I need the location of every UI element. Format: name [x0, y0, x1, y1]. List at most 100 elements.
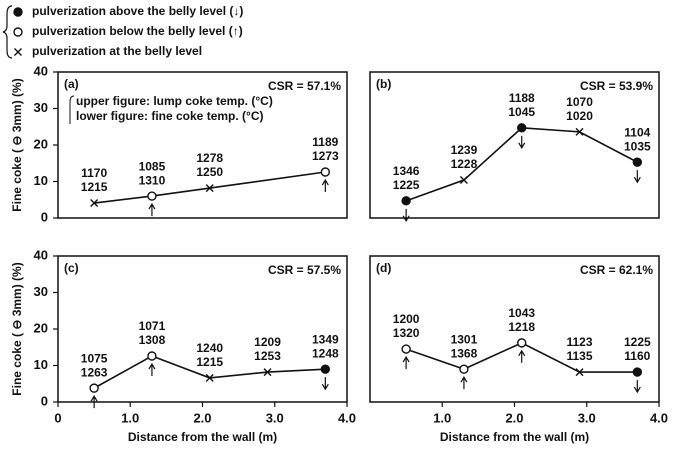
upper-temp: 1188 [509, 91, 535, 105]
y-tick-label: 40 [34, 63, 48, 78]
upper-temp: 1239 [451, 143, 478, 157]
x-tick-label: 2.0 [193, 410, 211, 425]
marker-open [147, 191, 157, 201]
upper-temp: 1278 [196, 151, 223, 165]
arrow-down [633, 380, 641, 394]
legend-brace [2, 5, 13, 59]
marker-cross [205, 373, 214, 382]
lower-temp: 1228 [451, 157, 478, 171]
y-tick-label: 20 [34, 320, 48, 335]
lower-temp: 1368 [451, 346, 478, 360]
legend-label: pulverization above the belly level (↓) [32, 4, 243, 18]
lower-temp: 1263 [81, 365, 108, 379]
arrow-up [148, 202, 156, 217]
csr-label: CSR = 53.9% [580, 79, 653, 93]
marker-filled [320, 364, 331, 374]
y-tick-label: 10 [34, 173, 48, 188]
marker-open [517, 338, 527, 348]
y-tick-label: 30 [34, 284, 48, 299]
lower-temp: 1215 [81, 180, 108, 194]
arrow-down [633, 170, 641, 184]
panel-label: (d) [376, 261, 391, 275]
marker-cross [263, 368, 272, 377]
marker-filled [632, 157, 643, 167]
y-axis-label: Fine coke ( ⊖ 3mm) (%) [10, 262, 24, 395]
upper-temp: 1189 [312, 135, 338, 149]
lower-temp: 1250 [196, 165, 223, 179]
x-tick-label: 2.0 [505, 410, 523, 425]
csr-label: CSR = 57.5% [268, 263, 341, 277]
x-tick-label: 0 [54, 410, 61, 425]
lower-temp: 1248 [312, 346, 339, 360]
marker-filled [517, 123, 527, 133]
panel-label: (b) [376, 77, 391, 91]
marker-filled [13, 7, 23, 17]
arrow-up [460, 375, 468, 390]
data-line [94, 171, 326, 204]
arrow-up [148, 362, 156, 377]
lower-temp: 1215 [196, 355, 223, 369]
lower-temp: 1035 [624, 139, 651, 153]
upper-temp: 1070 [566, 95, 593, 109]
marker-open [13, 27, 23, 37]
arrow-down [518, 135, 526, 150]
lower-temp: 1225 [393, 178, 420, 192]
legend-label: pulverization at the belly level [32, 44, 202, 58]
x-tick-label: 3.0 [578, 410, 596, 425]
upper-temp: 1349 [312, 332, 339, 346]
marker-filled [401, 196, 411, 206]
legend-label: pulverization below the belly level (↑) [32, 24, 243, 38]
y-tick-label: 20 [34, 136, 48, 151]
lower-temp: 1310 [139, 173, 166, 187]
lower-temp: 1020 [566, 109, 593, 123]
marker-filled [632, 367, 643, 377]
upper-temp: 1240 [196, 341, 223, 355]
marker-cross [459, 176, 468, 185]
marker-cross [575, 127, 584, 136]
lower-temp: 1045 [508, 105, 535, 119]
upper-temp: 1301 [451, 332, 478, 346]
marker-cross [14, 48, 22, 56]
x-tick-label: 1.0 [433, 410, 451, 425]
upper-temp: 1209 [254, 335, 281, 349]
lower-temp: 1253 [254, 349, 281, 363]
x-tick-label: 3.0 [266, 410, 284, 425]
arrow-up [90, 394, 98, 409]
x-axis-label: Distance from the wall (m) [128, 430, 277, 444]
marker-open [89, 383, 99, 393]
upper-temp: 1075 [81, 351, 108, 365]
note-text: upper figure: lump coke temp. (°C) [76, 94, 273, 108]
x-tick-label: 1.0 [121, 410, 139, 425]
lower-temp: 1308 [139, 333, 166, 347]
marker-open [401, 344, 411, 354]
y-axis-label: Fine coke ( ⊖ 3mm) (%) [10, 78, 24, 211]
note-brace [69, 95, 75, 124]
upper-temp: 1104 [624, 125, 650, 139]
csr-label: CSR = 62.1% [580, 263, 653, 277]
arrow-down [402, 208, 410, 223]
upper-temp: 1071 [139, 319, 166, 333]
upper-temp: 1346 [393, 164, 420, 178]
arrow-up [518, 349, 526, 363]
lower-temp: 1218 [508, 320, 535, 334]
csr-label: CSR = 57.1% [268, 79, 341, 93]
panel-frame [57, 255, 348, 403]
lower-temp: 1135 [567, 349, 593, 363]
upper-temp: 1085 [139, 159, 166, 173]
lower-temp: 1320 [393, 326, 420, 340]
arrow-down [321, 377, 329, 391]
panel-frame [369, 71, 660, 219]
marker-cross [205, 184, 214, 193]
marker-cross [90, 199, 99, 208]
upper-temp: 1200 [393, 312, 420, 326]
x-tick-label: 4.0 [338, 410, 356, 425]
upper-temp: 1043 [508, 306, 535, 320]
x-tick-label: 4.0 [650, 410, 668, 425]
arrow-up [321, 178, 329, 193]
note-text: lower figure: fine coke temp. (°C) [76, 109, 264, 123]
marker-open [459, 364, 469, 374]
arrow-up [402, 355, 410, 370]
marker-cross [575, 368, 584, 377]
marker-open [320, 167, 331, 177]
